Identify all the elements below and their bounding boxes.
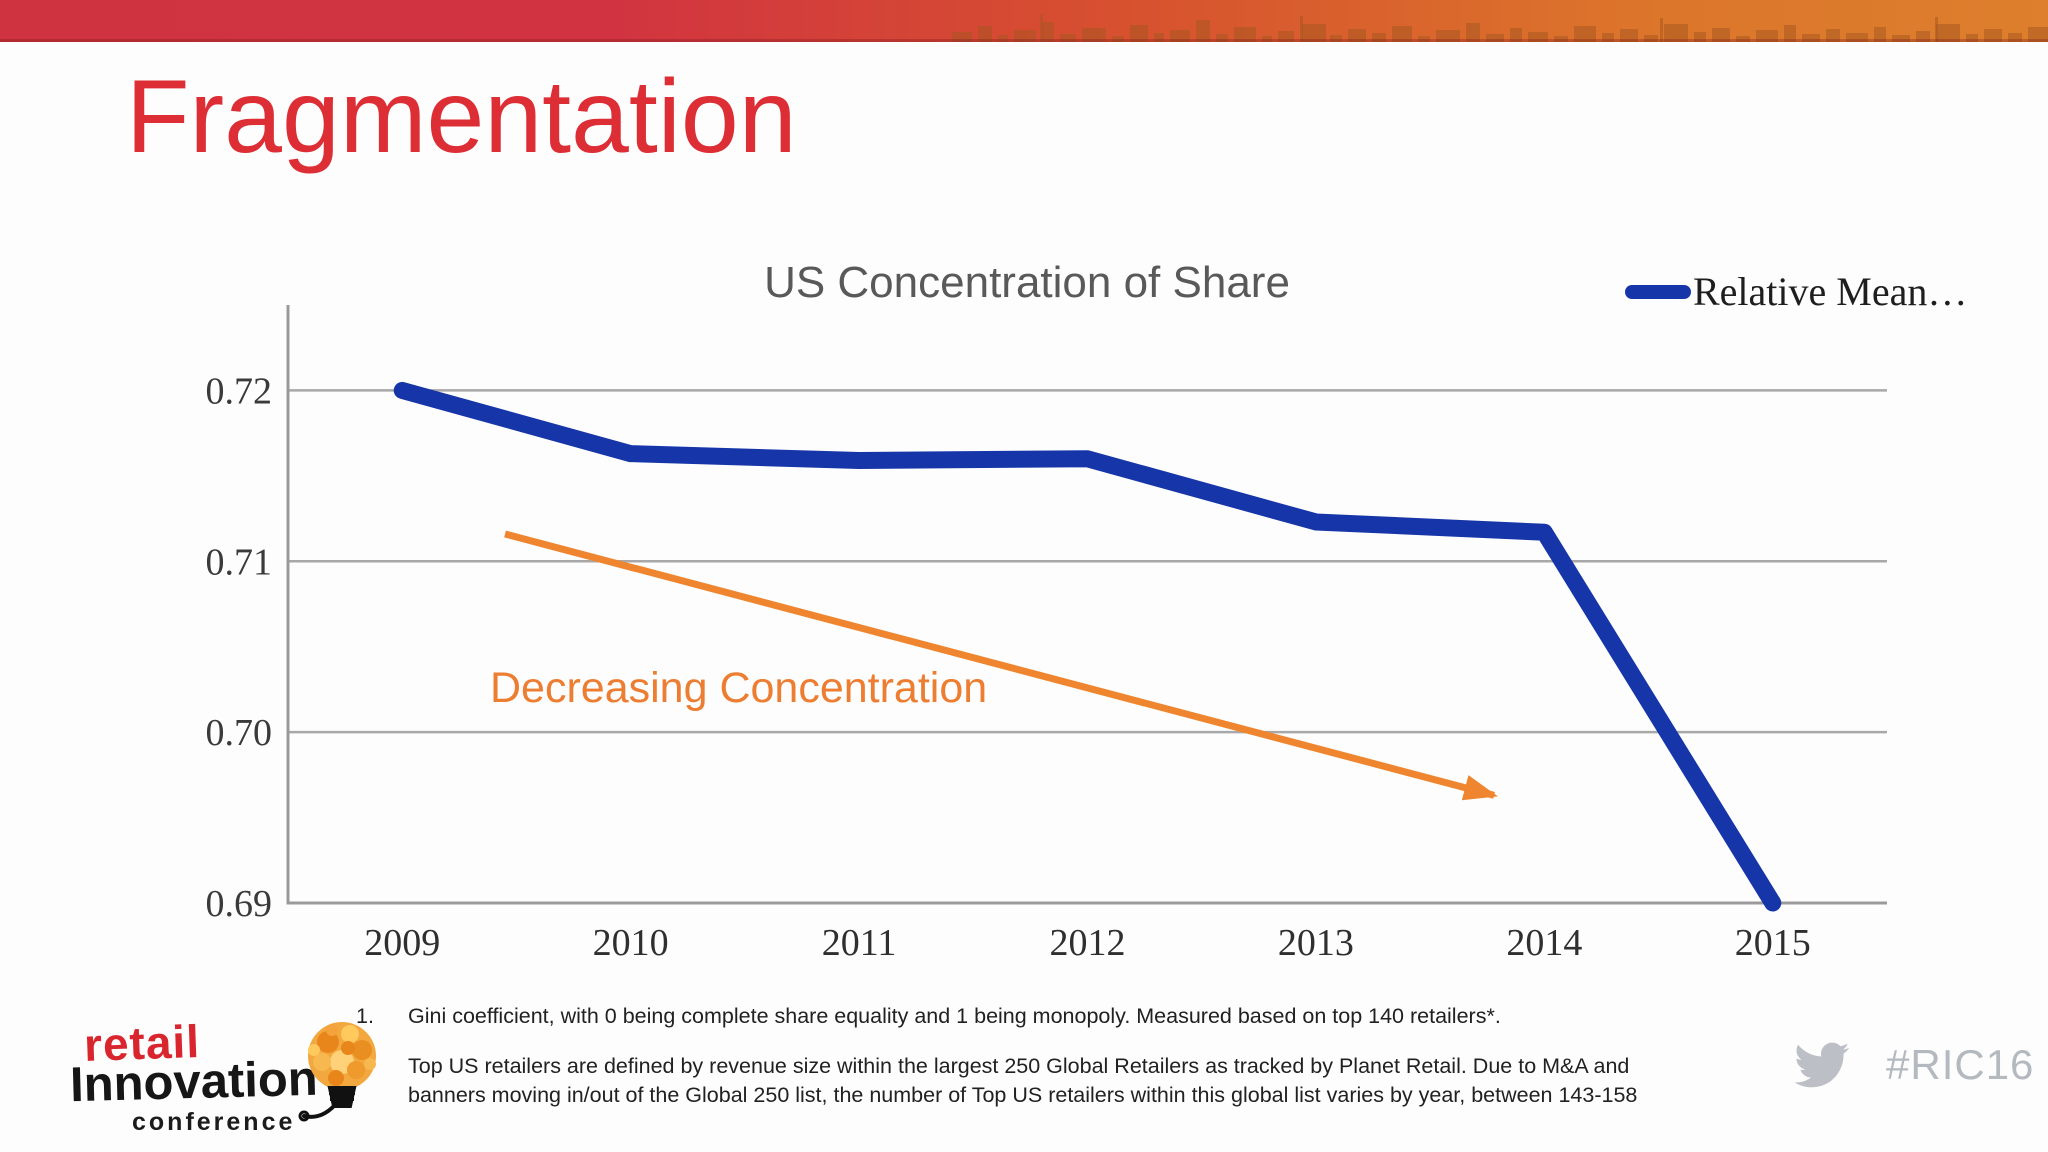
skyline-building: [1262, 36, 1272, 42]
x-tick-label: 2010: [593, 922, 669, 964]
x-tick-label: 2015: [1735, 922, 1811, 964]
skyline-building: [1620, 29, 1638, 42]
skyline-building: [1892, 35, 1910, 42]
skyline-building: [1736, 36, 1750, 42]
skyline-building: [978, 26, 992, 42]
twitter-bird-icon: [1794, 1042, 1850, 1088]
social-footer: #RIC16: [1786, 1036, 2034, 1094]
skyline-building: [1874, 27, 1886, 42]
skyline-building: [1802, 34, 1820, 42]
annotation-text: Decreasing Concentration: [490, 664, 988, 712]
event-hashtag: #RIC16: [1886, 1041, 2035, 1088]
footnotes: 1. Gini coefficient, with 0 being comple…: [356, 1002, 1701, 1131]
skyline-building: [1302, 24, 1326, 42]
city-skyline-graphic: [952, 15, 2048, 42]
skyline-building: [1712, 28, 1730, 42]
x-tick-label: 2013: [1278, 922, 1354, 964]
skyline-building: [1436, 30, 1460, 42]
skyline-building: [1330, 35, 1342, 42]
skyline-building: [1916, 31, 1930, 42]
skyline-building: [1984, 29, 2002, 42]
skyline-building: [1936, 24, 1960, 42]
x-tick-label: 2012: [1050, 922, 1126, 964]
legend-series-label: Relative Mean…: [1693, 269, 1968, 314]
skyline-building: [1130, 25, 1148, 42]
chart-legend: Relative Mean…: [1625, 268, 1967, 315]
skyline-building: [1082, 28, 1106, 42]
skyline-building: [1372, 33, 1386, 42]
skyline-building: [1196, 20, 1210, 42]
skyline-building: [952, 32, 972, 42]
y-tick-label: 0.69: [206, 883, 273, 925]
skyline-building: [1510, 28, 1522, 42]
skyline-building: [1528, 32, 1548, 42]
y-tick-label: 0.71: [206, 541, 273, 583]
footnote-2: * Top US retailers are defined by revenu…: [356, 1052, 1701, 1109]
header-banner: [0, 0, 2048, 42]
skyline-building: [1602, 33, 1614, 42]
skyline-building: [1554, 36, 1568, 42]
skyline-building: [1112, 36, 1124, 42]
footnote-text: Top US retailers are defined by revenue …: [408, 1054, 1638, 1107]
page-title: Fragmentation: [126, 59, 797, 175]
decreasing-concentration-arrow: [504, 530, 1498, 801]
banner-bottom-edge: [0, 39, 2048, 42]
skyline-building: [1060, 34, 1076, 42]
skyline-building: [998, 35, 1008, 42]
logo-word-innovation: Innovation: [69, 1051, 319, 1113]
skyline-building: [1014, 30, 1036, 42]
skyline-building: [1660, 18, 1663, 42]
skyline-building: [1784, 25, 1796, 42]
skyline-building: [1756, 30, 1778, 42]
retail-innovation-conference-logo: retail Innovation conference: [52, 1012, 376, 1146]
skyline-building: [1040, 15, 1043, 42]
chart-title: US Concentration of Share: [764, 258, 1290, 307]
skyline-building: [1574, 26, 1596, 42]
skyline-building: [2008, 33, 2022, 42]
skyline-building: [1042, 22, 1054, 42]
skyline-building: [1348, 29, 1366, 42]
skyline-building: [1170, 30, 1190, 42]
skyline-building: [1966, 34, 1978, 42]
skyline-building: [1392, 26, 1412, 42]
skyline-building: [1418, 36, 1430, 42]
skyline-building: [2028, 27, 2048, 42]
footnote-1: 1. Gini coefficient, with 0 being comple…: [356, 1002, 1701, 1030]
skyline-building: [1300, 16, 1303, 42]
lightbulb-icon: [298, 1022, 376, 1122]
x-tick-label: 2009: [364, 922, 440, 964]
x-tick-label: 2011: [822, 922, 897, 964]
data-line-relative-mean: [393, 381, 1782, 912]
footnote-marker: 1.: [356, 1004, 374, 1028]
footnote-text: Gini coefficient, with 0 being complete …: [408, 1004, 1501, 1028]
skyline-building: [1466, 23, 1480, 42]
skyline-building: [1278, 31, 1294, 42]
skyline-building: [1216, 34, 1228, 42]
y-tick-label: 0.72: [206, 370, 273, 412]
skyline-building: [1826, 29, 1840, 42]
legend-line-swatch: [1625, 284, 1691, 299]
skyline-building: [1486, 34, 1504, 42]
logo-word-conference: conference: [132, 1108, 296, 1136]
skyline-building: [1234, 27, 1256, 42]
skyline-building: [1846, 33, 1868, 42]
skyline-building: [1664, 24, 1688, 42]
x-tick-label: 2014: [1506, 922, 1582, 964]
y-tick-label: 0.70: [206, 712, 273, 754]
skyline-building: [1154, 33, 1164, 42]
skyline-building: [1644, 35, 1658, 42]
skyline-building: [1694, 32, 1706, 42]
